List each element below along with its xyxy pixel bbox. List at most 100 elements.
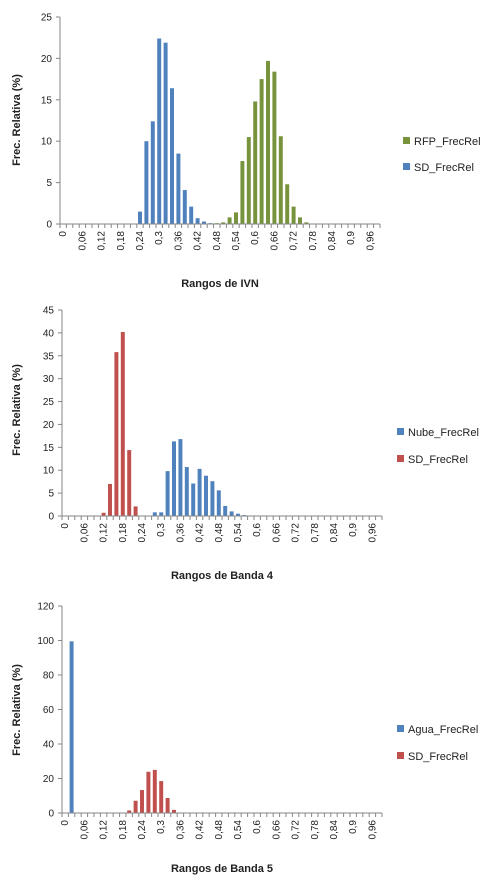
bar	[234, 212, 238, 224]
y-tick-label: 5	[48, 489, 54, 500]
bar	[229, 511, 234, 516]
y-tick-label: 15	[43, 443, 55, 454]
y-tick-label: 15	[41, 95, 53, 106]
x-tick-label: 0,84	[327, 231, 338, 251]
x-tick-label: 0,96	[367, 820, 378, 840]
legend-swatch-sd	[397, 455, 404, 462]
y-tick-label: 30	[43, 374, 55, 385]
series-Nube_FrecRel	[152, 439, 247, 516]
bar	[170, 88, 174, 224]
legend-label-sd: SD_FrecRel	[408, 751, 468, 763]
x-tick-label: 0,72	[291, 523, 302, 543]
y-tick-label: 20	[43, 420, 55, 431]
x-tick-label: 0,9	[348, 523, 359, 537]
y-axis-title: Frec. Relativa (%)	[11, 664, 23, 756]
x-tick-label: 0,6	[252, 820, 263, 834]
x-tick-label: 0,18	[118, 820, 129, 840]
legend: RFP_FrecRel SD_FrecRel	[403, 136, 481, 174]
bar	[150, 121, 155, 224]
x-tick-label: 0,18	[116, 231, 127, 251]
series-Agua_FrecRel	[69, 641, 74, 813]
x-tick-label: 0,78	[310, 523, 321, 543]
series-RFP_FrecRel	[214, 60, 309, 224]
plot-area: 0 5 10 15 20 25 30 35 40 45 0 0,06 0,12 0,18 0,24 0,3 0,…	[43, 306, 383, 543]
y-tick-label: 0	[46, 220, 52, 231]
legend-swatch-nube	[397, 428, 404, 435]
x-tick-label: 0,72	[291, 820, 302, 840]
legend-swatch-sd	[397, 752, 404, 759]
bar	[253, 101, 258, 224]
bar	[152, 769, 157, 813]
x-tick-label: 0	[60, 820, 71, 826]
y-tick-label: 0	[48, 809, 54, 820]
legend-swatch-agua	[397, 725, 404, 732]
y-tick-label: 60	[43, 705, 55, 716]
bar	[184, 467, 189, 516]
x-tick-label: 0	[58, 231, 69, 237]
legend-label-rfp: RFP_FrecRel	[414, 136, 481, 148]
series-SD_FrecRel	[101, 331, 138, 516]
x-tick-label: 0,3	[156, 523, 167, 537]
bar	[272, 71, 277, 224]
legend-label-sd: SD_FrecRel	[414, 162, 474, 174]
bar	[223, 505, 228, 516]
x-axis-title: Rangos de Banda 5	[171, 863, 273, 875]
y-tick-label: 40	[43, 328, 55, 339]
x-tick-label: 0,36	[175, 523, 186, 543]
bar	[133, 800, 138, 813]
series-SD_FrecRel	[127, 769, 176, 813]
x-tick-label: 0,12	[97, 231, 108, 251]
x-tick-label: 0,36	[173, 231, 184, 251]
x-tick-label: 0,66	[269, 231, 280, 251]
bar	[246, 137, 251, 224]
x-tick-label: 0,24	[137, 523, 148, 543]
chart-banda-4: Frec. Relativa (%) Rangos de Banda 4 Nub…	[11, 306, 479, 583]
x-tick-label: 0,48	[212, 231, 223, 251]
bar	[152, 512, 157, 516]
legend-label-agua: Agua_FrecRel	[408, 724, 478, 736]
x-tick-label: 0,78	[308, 231, 319, 251]
x-tick-label: 0,3	[154, 231, 165, 245]
bar	[172, 809, 176, 813]
x-tick-label: 0,9	[346, 231, 357, 245]
plot-area: 0 5 10 15 20 25 0 0,06 0,12 0,18 0,24 0,3 0,36 0,42 0,…	[41, 13, 381, 251]
x-tick-label: 0,48	[214, 523, 225, 543]
bar	[204, 475, 208, 516]
y-tick-label: 100	[37, 636, 54, 647]
x-tick-label: 0,96	[365, 231, 376, 251]
y-tick-label: 10	[41, 137, 53, 148]
bar	[240, 161, 245, 224]
x-tick-label: 0,42	[195, 523, 206, 543]
bar	[133, 506, 138, 516]
x-tick-label: 0,06	[79, 523, 90, 543]
series-SD_FrecRel	[138, 38, 213, 224]
bar	[144, 141, 149, 224]
bar	[127, 450, 132, 516]
y-tick-label: 40	[43, 740, 55, 751]
bar	[69, 641, 74, 813]
bar	[101, 512, 106, 516]
bar	[266, 60, 270, 224]
x-tick-label: 0	[60, 523, 71, 529]
bar	[157, 38, 162, 224]
bar	[191, 483, 196, 516]
bar	[202, 221, 206, 224]
x-tick-label: 0,48	[214, 820, 225, 840]
bar	[259, 79, 264, 224]
x-axis-title: Rangos de Banda 4	[171, 570, 274, 582]
x-tick-label: 0,6	[252, 523, 263, 537]
bar	[140, 790, 144, 813]
x-tick-label: 0,84	[329, 523, 340, 543]
x-tick-label: 0,9	[348, 820, 359, 834]
bar	[165, 471, 170, 516]
bar	[120, 331, 125, 516]
x-tick-label: 0,3	[156, 820, 167, 834]
y-tick-label: 35	[43, 351, 55, 362]
bar	[178, 439, 183, 516]
bar	[163, 42, 168, 224]
x-tick-label: 0,54	[231, 231, 242, 251]
x-tick-label: 0,72	[289, 231, 300, 251]
bar	[227, 217, 232, 224]
